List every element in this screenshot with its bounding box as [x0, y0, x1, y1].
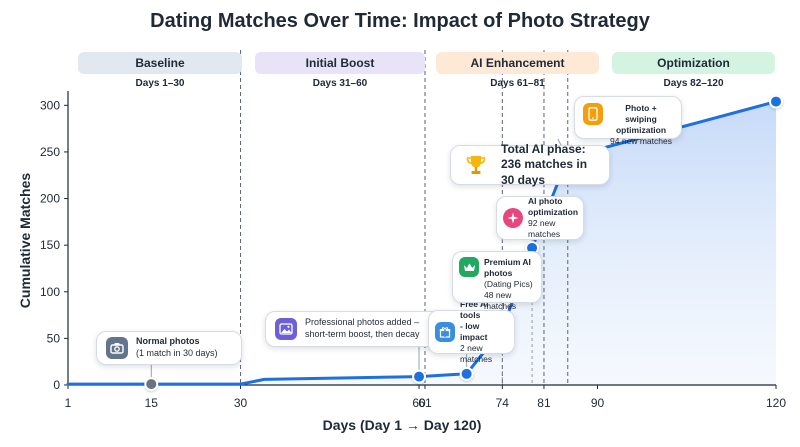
camera-icon: [106, 337, 128, 359]
phase-ai-enhancement: AI Enhancement: [436, 52, 599, 74]
data-point-7: [769, 94, 783, 109]
data-point-1: [144, 377, 159, 392]
annotation-swiping-line2: optimization: [615, 125, 667, 136]
annotation-professional-line1: Professional photos added –: [305, 317, 420, 328]
x-tick-label-60: 60: [412, 396, 426, 410]
y-tick-label-250: 250: [40, 145, 60, 159]
annotation-total-line2: 236 matches in 30 days: [501, 157, 588, 187]
x-tick-label-81: 81: [537, 396, 551, 410]
y-tick-label-50: 50: [47, 331, 61, 345]
annotation-free-ai-tools: Free AI tools - low impact 2 new matches: [428, 299, 515, 364]
phase-initial-boost: Initial Boost: [255, 52, 425, 74]
trophy-icon: [463, 152, 489, 178]
y-tick-label-200: 200: [40, 192, 60, 206]
phase-initial-boost-days: Days 31–60: [312, 78, 368, 89]
annotation-premium-line3: (Dating Pics): [484, 279, 533, 290]
phase-optimization-label: Optimization: [657, 56, 730, 70]
phase-baseline: Baseline: [78, 52, 242, 74]
annotation-normal-sub: (1 match in 30 days): [136, 348, 218, 358]
annotation-free-ai-line2: - low impact: [460, 320, 488, 342]
x-axis-label: Days (Day 1 → Day 120): [323, 417, 482, 433]
phase-optimization: Optimization: [612, 52, 775, 74]
annotation-premium-ai: Premium AI photos (Dating Pics) 48 new m…: [452, 251, 542, 311]
annotation-premium-sub: 48 new matches: [484, 290, 517, 312]
x-tick-label-61: 61: [418, 396, 432, 410]
y-tick-label-300: 300: [40, 98, 60, 112]
annotation-ai-opt-line2: optimization: [528, 206, 579, 217]
crown-icon: [459, 257, 479, 277]
x-tick-label-120: 120: [766, 396, 786, 410]
sparkle-icon: [503, 208, 523, 228]
phone-icon: [583, 103, 603, 125]
x-tick-label-74: 74: [496, 396, 510, 410]
annotation-ai-photo-optimization: AI photo optimization 92 new matches: [496, 196, 584, 240]
phase-baseline-days: Days 1–30: [135, 78, 185, 89]
annotation-premium-title: Premium AI: [484, 257, 531, 267]
phase-optimization-days: Days 82–120: [663, 78, 724, 89]
x-tick-label-1: 1: [65, 396, 72, 410]
y-tick-label-150: 150: [40, 238, 60, 252]
gift-icon: [435, 322, 455, 342]
image-icon: [275, 318, 297, 340]
x-tick-label-15: 15: [145, 396, 159, 410]
phase-ai-enhancement-days: Days 61–81: [490, 78, 545, 89]
data-point-2: [412, 369, 427, 384]
annotation-free-ai-title: Free AI tools: [460, 298, 489, 320]
phase-ai-enhancement-label: AI Enhancement: [470, 56, 565, 70]
annotation-ai-opt-sub: 92 new matches: [528, 218, 561, 240]
annotation-total-line1: Total AI phase:: [501, 141, 586, 156]
annotation-normal-title: Normal photos: [136, 336, 200, 347]
chart-title: Dating Matches Over Time: Impact of Phot…: [150, 10, 650, 32]
y-tick-label-100: 100: [40, 285, 60, 299]
y-axis-label: Cumulative Matches: [17, 173, 33, 309]
phase-baseline-label: Baseline: [135, 56, 185, 70]
data-point-3: [459, 366, 474, 381]
annotation-total-ai-phase: Total AI phase: 236 matches in 30 days: [450, 141, 610, 187]
phase-initial-boost-label: Initial Boost: [305, 56, 375, 70]
annotation-swiping-sub: 94 new matches: [610, 136, 672, 147]
annotation-swiping-title: Photo + swiping: [625, 103, 657, 125]
annotation-professional-line2: short-term boost, then decay: [305, 329, 420, 339]
annotation-photo-swiping: Photo + swiping optimization 94 new matc…: [574, 96, 682, 146]
x-tick-label-30: 30: [234, 396, 248, 410]
annotation-professional-photos: Professional photos added – short-term b…: [265, 311, 445, 347]
annotation-free-ai-sub: 2 new matches: [460, 343, 493, 365]
y-tick-label-0: 0: [53, 378, 60, 392]
annotation-normal-photos: Normal photos (1 match in 30 days): [96, 331, 242, 365]
x-tick-label-90: 90: [591, 396, 605, 410]
annotation-premium-line2: photos: [484, 268, 513, 279]
annotation-ai-opt-title: AI photo: [528, 195, 563, 206]
